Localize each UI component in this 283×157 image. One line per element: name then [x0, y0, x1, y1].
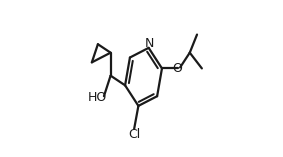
Text: O: O — [173, 62, 183, 75]
Text: N: N — [145, 37, 155, 49]
Text: Cl: Cl — [128, 128, 140, 141]
Text: HO: HO — [88, 91, 107, 104]
